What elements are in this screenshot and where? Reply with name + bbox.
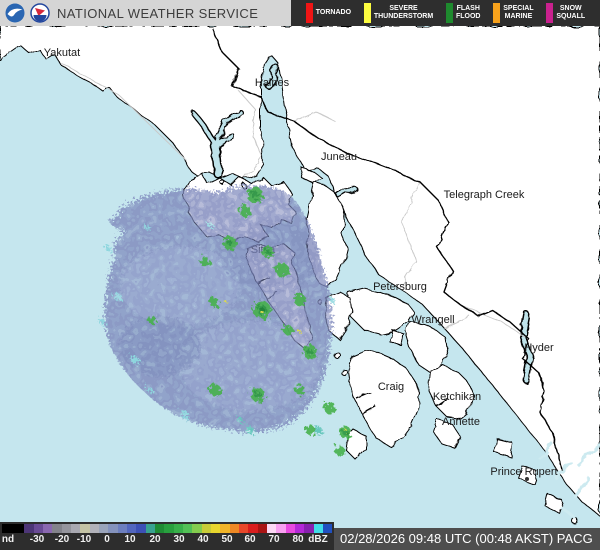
- colorbar-segment: [61, 524, 72, 533]
- legend-item: TORNADO: [305, 3, 352, 23]
- colorbar-tick: -30: [29, 534, 45, 545]
- colorbar-segment: [322, 524, 333, 533]
- colorbar-segment: [192, 524, 202, 533]
- place-label: Yakutat: [44, 47, 81, 59]
- colorbar-segment: [276, 524, 286, 533]
- place-label: Haines: [255, 77, 290, 89]
- colorbar-tick: 50: [221, 534, 233, 545]
- island: [405, 321, 449, 373]
- legend-swatch: [445, 3, 453, 23]
- colorbar-segment: [154, 524, 165, 533]
- legend-label: SNOW SQUALL: [556, 5, 586, 20]
- island: [299, 165, 323, 185]
- colorbar-segment: [108, 524, 118, 533]
- colorbar-tick: nd: [1, 534, 15, 545]
- place-label: Ketchikan: [433, 391, 481, 403]
- island: [345, 287, 415, 335]
- legend-swatch: [546, 3, 554, 23]
- place-label: Petersburg: [373, 281, 427, 293]
- legend-swatch: [305, 3, 313, 23]
- colorbar-segment: [89, 524, 99, 533]
- us-canada-border: [211, 27, 563, 471]
- legend-label: TORNADO: [315, 9, 352, 16]
- mainland: [0, 26, 600, 517]
- colorbar-segment: [136, 524, 146, 533]
- colorbar-tick: 70: [268, 534, 280, 545]
- colorbar-tick: 60: [244, 534, 256, 545]
- colorbar-tick: dBZ: [308, 534, 328, 545]
- island: [493, 437, 513, 457]
- colorbar-segment: [285, 524, 295, 533]
- colorbar-segment: [238, 524, 249, 533]
- colorbar-segment: [173, 524, 183, 533]
- colorbar-segment: [126, 524, 137, 533]
- place-label: Prince Rupert: [490, 466, 557, 478]
- place-label: Telegraph Creek: [444, 189, 525, 201]
- place-label: Craig: [378, 381, 404, 393]
- colorbar-segment: [304, 524, 314, 533]
- nws-icon: [30, 3, 50, 23]
- colorbar-segment: [257, 524, 267, 533]
- colorbar-tick: 30: [173, 534, 185, 545]
- legend-label: SPECIAL MARINE: [503, 5, 534, 20]
- island: [427, 365, 475, 419]
- colorbar-segment: [145, 524, 155, 533]
- place-label: Hyder: [524, 342, 554, 354]
- colorbar-segment: [52, 524, 62, 533]
- colorbar-segment: [2, 524, 25, 533]
- island: [433, 419, 461, 449]
- colorbar-segment: [80, 524, 90, 533]
- colorbar-segment: [43, 524, 53, 533]
- agency-title: NATIONAL WEATHER SERVICE: [57, 5, 259, 21]
- place-label: Wrangell: [411, 314, 454, 326]
- legend-label: SEVERE THUNDERSTORM: [373, 5, 434, 20]
- island: [517, 465, 539, 485]
- timestamp: 02/28/2026 09:48 UTC (00:48 AKST) PACG: [334, 528, 600, 550]
- city-dot: [525, 477, 529, 481]
- colorbar-tick: 40: [197, 534, 209, 545]
- colorbar-tick-row: nd -30 -20 -10 0 10 20 30 40 50 60 70 80 dBZ: [0, 534, 334, 548]
- colorbar-segment: [248, 524, 258, 533]
- colorbar-tick: 20: [149, 534, 161, 545]
- colorbar-segment: [182, 524, 193, 533]
- island: [544, 493, 563, 513]
- colorbar-segment: [71, 524, 81, 533]
- header-bar: NATIONAL WEATHER SERVICE TORNADO SEVERE T…: [0, 0, 600, 26]
- warning-legend: TORNADO SEVERE THUNDERSTORM FLASH FLOOD SPE…: [291, 0, 600, 26]
- colorbar-segment: [24, 524, 34, 533]
- colorbar-segment: [164, 524, 174, 533]
- colorbar-segment: [33, 524, 44, 533]
- colorbar-segment: [117, 524, 127, 533]
- legend-label: FLASH FLOOD: [455, 5, 481, 20]
- island: [389, 329, 405, 347]
- legend-item: FLASH FLOOD: [445, 3, 481, 23]
- radar-moderate-cells: [148, 187, 351, 456]
- colorbar-tick: 10: [124, 534, 136, 545]
- colorbar-segment: [294, 524, 305, 533]
- noaa-icon: [5, 3, 25, 23]
- colorbar-tick: 80: [292, 534, 304, 545]
- legend-item: SPECIAL MARINE: [493, 3, 534, 23]
- colorbar-tick: -10: [76, 534, 92, 545]
- legend-item: SNOW SQUALL: [546, 3, 585, 23]
- legend-item: SEVERE THUNDERSTORM: [363, 3, 434, 23]
- reflectivity-colorbar: [2, 524, 333, 533]
- legend-swatch: [363, 3, 371, 23]
- colorbar-segment: [220, 524, 230, 533]
- colorbar-segment: [210, 524, 221, 533]
- colorbar-segment: [201, 524, 211, 533]
- legend-swatch: [493, 3, 501, 23]
- reflectivity-scale-bar: nd -30 -20 -10 0 10 20 30 40 50 60 70 80 dBZ: [0, 522, 334, 550]
- island: [347, 349, 421, 447]
- radar-overlay: [99, 185, 335, 434]
- colorbar-segment: [313, 524, 323, 533]
- colorbar-tick: 0: [104, 534, 110, 545]
- colorbar-segment: [99, 524, 109, 533]
- place-label: Annette: [442, 416, 480, 428]
- place-label: Juneau: [321, 151, 357, 163]
- colorbar-tick: -20: [54, 534, 70, 545]
- colorbar-segment: [266, 524, 277, 533]
- colorbar-segment: [229, 524, 239, 533]
